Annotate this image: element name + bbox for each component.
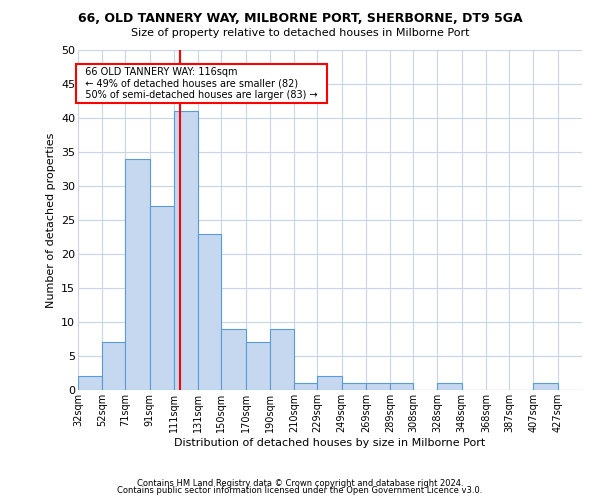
Bar — [317, 376, 341, 390]
Bar — [149, 206, 174, 390]
Text: Size of property relative to detached houses in Milborne Port: Size of property relative to detached ho… — [131, 28, 469, 38]
Text: Contains HM Land Registry data © Crown copyright and database right 2024.: Contains HM Land Registry data © Crown c… — [137, 478, 463, 488]
Y-axis label: Number of detached properties: Number of detached properties — [46, 132, 56, 308]
Bar — [341, 383, 366, 390]
Bar — [198, 234, 221, 390]
Bar — [78, 376, 102, 390]
Bar — [390, 383, 413, 390]
Bar — [245, 342, 270, 390]
Text: 66, OLD TANNERY WAY, MILBORNE PORT, SHERBORNE, DT9 5GA: 66, OLD TANNERY WAY, MILBORNE PORT, SHER… — [77, 12, 523, 26]
Bar — [270, 329, 294, 390]
Bar — [174, 111, 198, 390]
X-axis label: Distribution of detached houses by size in Milborne Port: Distribution of detached houses by size … — [175, 438, 485, 448]
Bar — [533, 383, 558, 390]
Text: 66 OLD TANNERY WAY: 116sqm  
  ← 49% of detached houses are smaller (82)  
  50%: 66 OLD TANNERY WAY: 116sqm ← 49% of deta… — [79, 67, 324, 100]
Text: Contains public sector information licensed under the Open Government Licence v3: Contains public sector information licen… — [118, 486, 482, 495]
Bar — [125, 159, 149, 390]
Bar — [294, 383, 317, 390]
Bar — [366, 383, 390, 390]
Bar — [221, 329, 245, 390]
Bar — [437, 383, 462, 390]
Bar — [102, 342, 125, 390]
